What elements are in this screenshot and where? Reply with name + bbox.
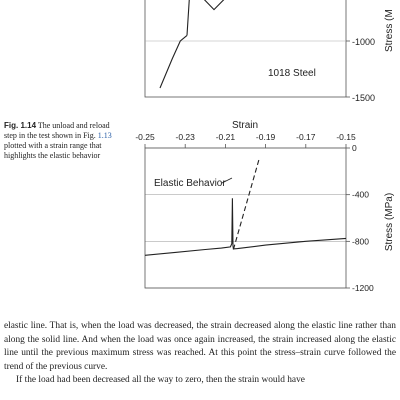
main-x-tick-label: -0.23	[176, 132, 196, 142]
main-x-tick-label: -0.21	[216, 132, 236, 142]
body-paragraph-1: elastic line. That is, when the load was…	[4, 321, 396, 372]
main-x-ticks: -0.25 -0.23 -0.21 -0.19 -0.17 -0.15	[135, 132, 356, 148]
main-y-tick-label: -1200	[352, 283, 374, 293]
main-x-tick-label: -0.17	[296, 132, 316, 142]
body-text: elastic line. That is, when the load was…	[4, 320, 396, 388]
main-y-axis-label: Stress (MPa)	[384, 193, 395, 251]
top-y-tick-label-minus1000: -1000	[352, 37, 375, 47]
figure-label: Fig. 1.14	[4, 121, 37, 130]
main-gridlines	[145, 147, 346, 289]
figure-caption: Fig. 1.14 The unload and reload step in …	[4, 121, 122, 161]
main-y-tick-label: -400	[352, 190, 369, 200]
top-curve-reload	[186, 0, 225, 36]
main-x-tick-label: -0.25	[135, 132, 155, 142]
figure-reference-link[interactable]: 1.13	[97, 131, 112, 140]
main-x-axis-label: Strain	[232, 120, 258, 131]
caption-text-2: plotted with a strain range that highlig…	[4, 141, 102, 160]
top-plot-frame	[144, 0, 347, 98]
elastic-behavior-annotation: Elastic Behavior	[154, 178, 226, 189]
main-plot-frame	[144, 147, 347, 289]
main-curve-elastic-dashed	[232, 157, 261, 250]
main-curve-solid	[144, 198, 347, 256]
top-chart: -1000 -1500 Stress (M 1018 Steel	[144, 0, 395, 103]
body-paragraph-2: If the load had been decreased all the w…	[16, 375, 305, 385]
top-curve-loading	[159, 34, 188, 89]
top-annotation-1018-steel: 1018 Steel	[268, 68, 316, 79]
top-y-tick-label-minus1500: -1500	[352, 93, 375, 103]
main-y-tick-label: -800	[352, 236, 369, 246]
main-chart: -0.25 -0.23 -0.21 -0.19 -0.17 -0.15 0 -400 -800…	[135, 120, 395, 293]
main-x-tick-label: -0.19	[256, 132, 276, 142]
caption-text-1: The unload and reload step in the test s…	[4, 121, 110, 140]
main-y-tick-label: 0	[352, 143, 357, 153]
main-y-ticks: 0 -400 -800 -1200	[346, 143, 374, 293]
main-x-tick-label: -0.15	[336, 132, 356, 142]
top-y-axis-label: Stress (M	[384, 9, 395, 52]
elastic-behavior-pointer	[221, 177, 233, 184]
